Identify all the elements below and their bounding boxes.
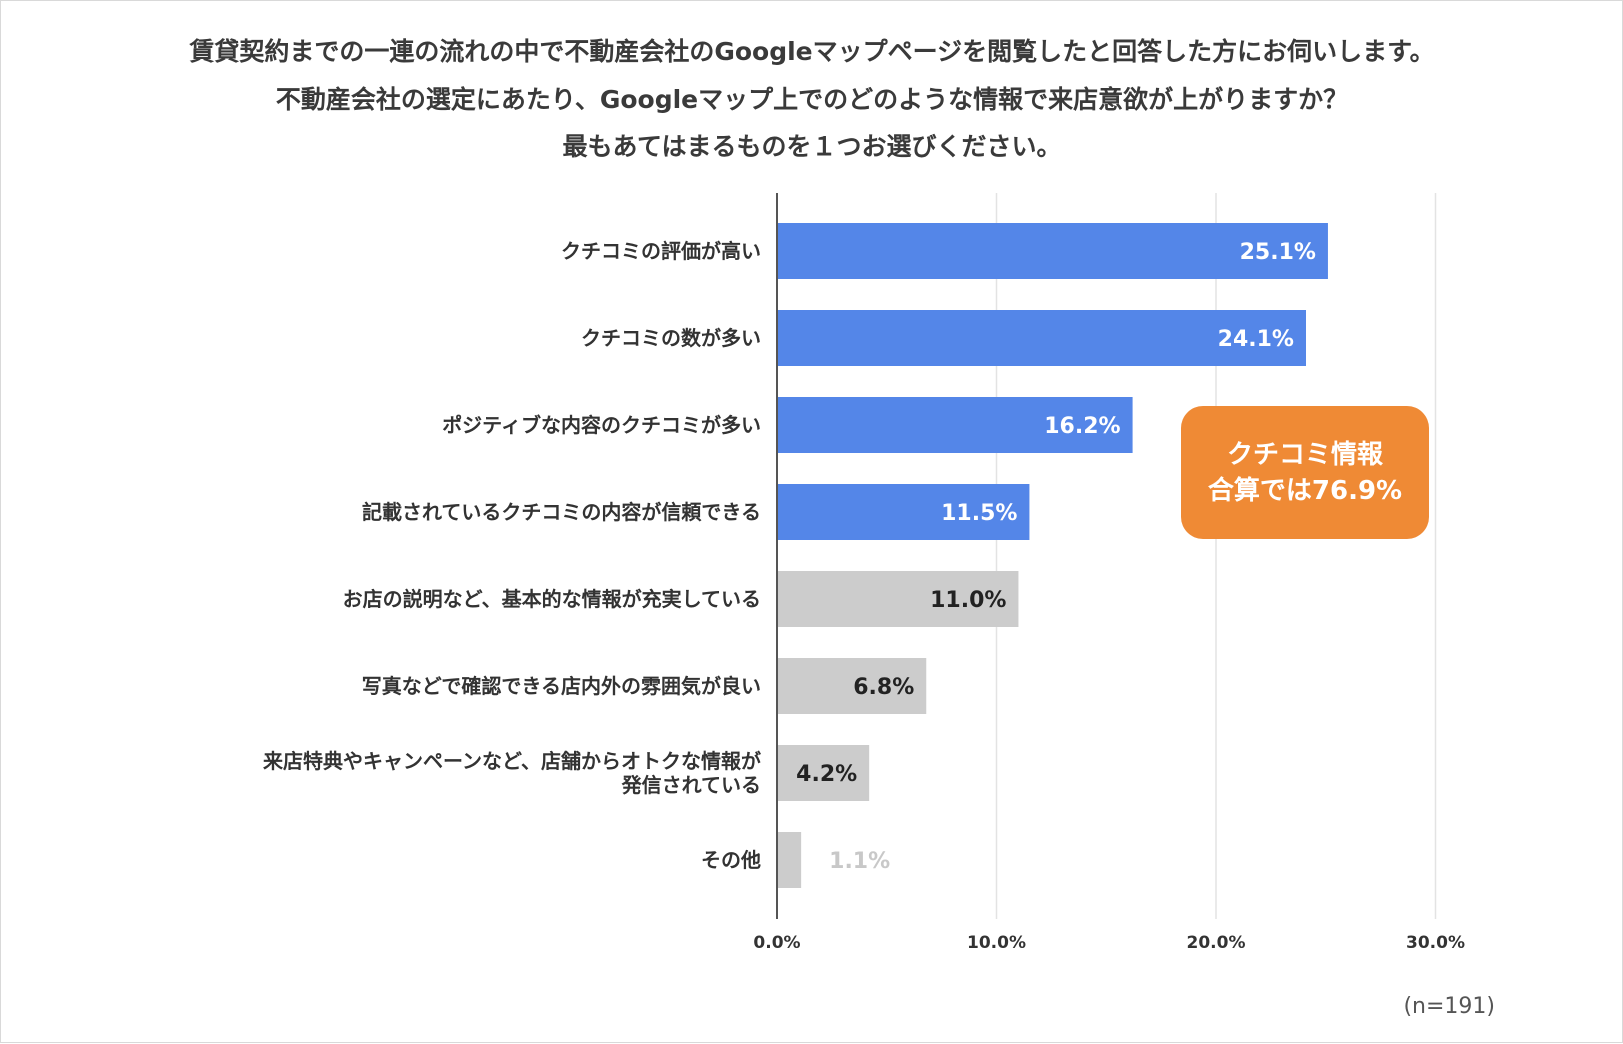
- bar: [777, 223, 1328, 279]
- category-label: 写真などで確認できる店内外の雰囲気が良い: [362, 674, 761, 698]
- callout-text: クチコミ情報: [1227, 440, 1384, 470]
- category-label: クチコミの数が多い: [581, 326, 761, 350]
- data-label: 25.1%: [1240, 240, 1316, 265]
- bar: [777, 397, 1133, 453]
- chart-title-line: 不動産会社の選定にあたり、Googleマップ上でのどのような情報で来店意欲が上が…: [276, 85, 1348, 114]
- sample-size-note: (n=191): [1403, 994, 1495, 1019]
- category-label: 来店特典やキャンペーンなど、店舗からオトクな情報が: [262, 749, 761, 773]
- data-label: 1.1%: [829, 849, 890, 874]
- category-label: 記載されているクチコミの内容が信頼できる: [362, 500, 761, 524]
- callout-text: 合算では76.9%: [1208, 475, 1402, 506]
- data-label: 11.5%: [941, 501, 1017, 526]
- callout-box: [1181, 406, 1429, 539]
- category-label: ポジティブな内容のクチコミが多い: [442, 413, 761, 437]
- bar: [777, 310, 1306, 366]
- chart-title-line: 賃貸契約までの一連の流れの中で不動産会社のGoogleマップページを閲覧したと回…: [188, 37, 1434, 66]
- data-label: 4.2%: [796, 762, 857, 787]
- bar: [777, 832, 802, 888]
- category-label: クチコミの評価が高い: [561, 239, 761, 263]
- x-tick-label: 20.0%: [1187, 933, 1246, 953]
- category-label: お店の説明など、基本的な情報が充実している: [343, 587, 761, 611]
- x-tick-label: 10.0%: [967, 933, 1026, 953]
- data-label: 16.2%: [1044, 414, 1120, 439]
- x-tick-label: 0.0%: [753, 933, 800, 953]
- data-label: 24.1%: [1218, 327, 1294, 352]
- bar: [777, 658, 927, 714]
- x-tick-label: 30.0%: [1406, 933, 1465, 953]
- bar: [777, 484, 1030, 540]
- chart-title-line: 最もあてはまるものを１つお選びください。: [562, 132, 1061, 161]
- data-label: 11.0%: [930, 588, 1006, 613]
- bar: [777, 571, 1019, 627]
- bar: [777, 745, 870, 801]
- data-label: 6.8%: [853, 675, 914, 700]
- category-label: 発信されている: [621, 773, 761, 797]
- category-label: その他: [701, 848, 761, 872]
